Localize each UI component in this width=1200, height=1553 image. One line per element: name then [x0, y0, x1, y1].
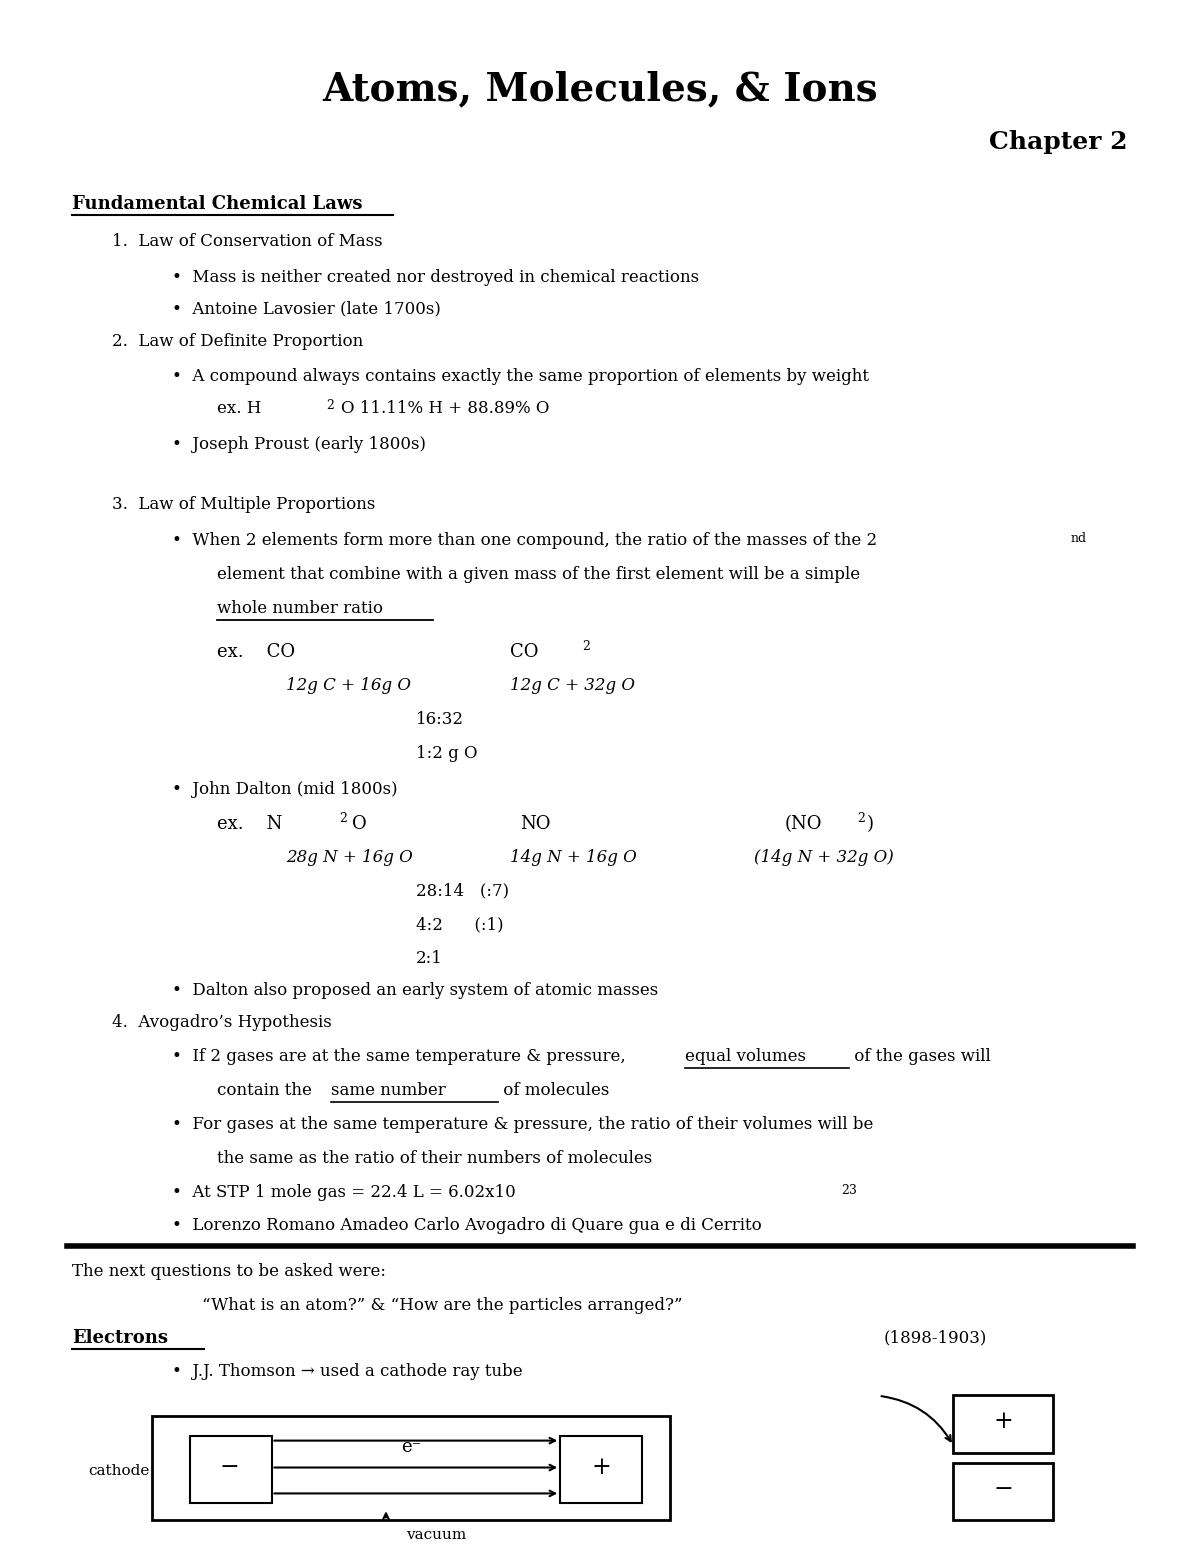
Text: ex. H: ex. H — [217, 401, 262, 418]
Text: 1:2 g O: 1:2 g O — [416, 745, 478, 763]
Text: −: − — [220, 1457, 240, 1478]
Text: +: + — [994, 1410, 1013, 1433]
Text: ex.    CO: ex. CO — [217, 643, 295, 662]
Text: nd: nd — [1070, 531, 1087, 545]
Text: ): ) — [866, 815, 874, 832]
Text: 28g N + 16g O: 28g N + 16g O — [287, 849, 413, 865]
Text: •  Joseph Proust (early 1800s): • Joseph Proust (early 1800s) — [172, 436, 426, 453]
Text: •  If 2 gases are at the same temperature & pressure,: • If 2 gases are at the same temperature… — [172, 1048, 631, 1065]
Text: •  A compound always contains exactly the same proportion of elements by weight: • A compound always contains exactly the… — [172, 368, 869, 385]
Text: vacuum: vacuum — [406, 1528, 466, 1542]
Text: 14g N + 16g O: 14g N + 16g O — [510, 849, 637, 865]
Text: 4.  Avogadro’s Hypothesis: 4. Avogadro’s Hypothesis — [113, 1014, 332, 1031]
Text: Chapter 2: Chapter 2 — [989, 130, 1127, 154]
Text: Electrons: Electrons — [72, 1329, 168, 1346]
Text: equal volumes: equal volumes — [685, 1048, 805, 1065]
Bar — [953, 1395, 1052, 1452]
Text: of the gases will: of the gases will — [848, 1048, 990, 1065]
Text: 2:1: 2:1 — [416, 950, 443, 968]
Text: contain the: contain the — [217, 1082, 317, 1100]
Bar — [190, 1435, 271, 1503]
Text: •  Dalton also proposed an early system of atomic masses: • Dalton also proposed an early system o… — [172, 981, 659, 999]
Text: ex.    N: ex. N — [217, 815, 282, 832]
Text: “What is an atom?” & “How are the particles arranged?”: “What is an atom?” & “How are the partic… — [202, 1297, 683, 1314]
Text: Fundamental Chemical Laws: Fundamental Chemical Laws — [72, 196, 362, 213]
Text: •  John Dalton (mid 1800s): • John Dalton (mid 1800s) — [172, 781, 397, 798]
Text: the same as the ratio of their numbers of molecules: the same as the ratio of their numbers o… — [217, 1149, 652, 1166]
Text: whole number ratio: whole number ratio — [217, 599, 383, 617]
Text: O: O — [352, 815, 367, 832]
Text: 28:14   (:7): 28:14 (:7) — [416, 882, 509, 899]
Text: e⁻: e⁻ — [401, 1438, 421, 1455]
Text: •  Mass is neither created nor destroyed in chemical reactions: • Mass is neither created nor destroyed … — [172, 269, 700, 286]
Text: +: + — [592, 1457, 611, 1478]
Bar — [560, 1435, 642, 1503]
Bar — [152, 1416, 670, 1520]
Text: 23: 23 — [841, 1183, 857, 1196]
Text: (1898-1903): (1898-1903) — [883, 1329, 988, 1346]
Text: •  Antoine Lavosier (late 1700s): • Antoine Lavosier (late 1700s) — [172, 301, 440, 318]
Text: (NO: (NO — [784, 815, 822, 832]
Text: Atoms, Molecules, & Ions: Atoms, Molecules, & Ions — [322, 70, 878, 109]
Text: (14g N + 32g O): (14g N + 32g O) — [755, 849, 894, 865]
Text: •  J.J. Thomson → used a cathode ray tube: • J.J. Thomson → used a cathode ray tube — [172, 1364, 523, 1381]
Text: •  For gases at the same temperature & pressure, the ratio of their volumes will: • For gases at the same temperature & pr… — [172, 1115, 874, 1132]
Bar — [953, 1463, 1052, 1520]
Text: 1.  Law of Conservation of Mass: 1. Law of Conservation of Mass — [113, 233, 383, 250]
Text: The next questions to be asked were:: The next questions to be asked were: — [72, 1263, 386, 1280]
Text: 12g C + 32g O: 12g C + 32g O — [510, 677, 636, 694]
Text: cathode: cathode — [89, 1463, 150, 1477]
Text: CO: CO — [510, 643, 539, 662]
Text: 2: 2 — [340, 812, 347, 825]
Text: −: − — [994, 1478, 1013, 1500]
Text: 2: 2 — [326, 399, 334, 412]
Text: same number: same number — [331, 1082, 446, 1100]
Text: O 11.11% H + 88.89% O: O 11.11% H + 88.89% O — [341, 401, 550, 418]
Text: •  At STP 1 mole gas = 22.4 L = 6.02x10: • At STP 1 mole gas = 22.4 L = 6.02x10 — [172, 1183, 516, 1200]
Text: 4:2      (:1): 4:2 (:1) — [416, 916, 504, 933]
Text: 3.  Law of Multiple Proportions: 3. Law of Multiple Proportions — [113, 495, 376, 512]
Text: •  When 2 elements form more than one compound, the ratio of the masses of the 2: • When 2 elements form more than one com… — [172, 531, 877, 548]
Text: •  Lorenzo Romano Amadeo Carlo Avogadro di Quare gua e di Cerrito: • Lorenzo Romano Amadeo Carlo Avogadro d… — [172, 1218, 762, 1235]
Text: of molecules: of molecules — [498, 1082, 610, 1100]
Text: 2: 2 — [582, 640, 590, 654]
Text: 12g C + 16g O: 12g C + 16g O — [287, 677, 412, 694]
Text: NO: NO — [521, 815, 551, 832]
Text: element that combine with a given mass of the first element will be a simple: element that combine with a given mass o… — [217, 565, 860, 582]
Text: 2.  Law of Definite Proportion: 2. Law of Definite Proportion — [113, 332, 364, 349]
Text: 16:32: 16:32 — [416, 711, 464, 728]
Text: 2: 2 — [857, 812, 865, 825]
